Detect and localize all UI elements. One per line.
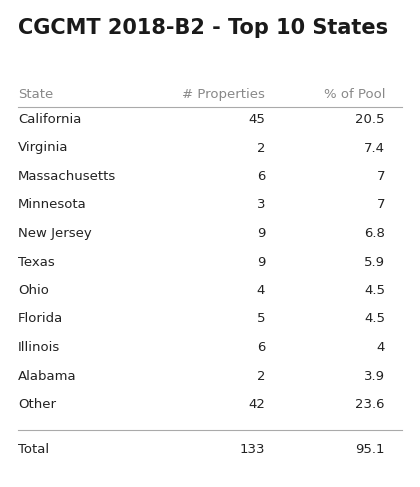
Text: 7: 7 <box>376 199 385 211</box>
Text: Virginia: Virginia <box>18 142 68 154</box>
Text: California: California <box>18 113 81 126</box>
Text: 23.6: 23.6 <box>355 398 385 411</box>
Text: 95.1: 95.1 <box>355 443 385 456</box>
Text: 4.5: 4.5 <box>364 313 385 325</box>
Text: CGCMT 2018-B2 - Top 10 States: CGCMT 2018-B2 - Top 10 States <box>18 18 388 38</box>
Text: 3: 3 <box>257 199 265 211</box>
Text: 4: 4 <box>377 341 385 354</box>
Text: Texas: Texas <box>18 256 55 268</box>
Text: % of Pool: % of Pool <box>323 88 385 101</box>
Text: New Jersey: New Jersey <box>18 227 92 240</box>
Text: Other: Other <box>18 398 56 411</box>
Text: Ohio: Ohio <box>18 284 49 297</box>
Text: 4.5: 4.5 <box>364 284 385 297</box>
Text: 7: 7 <box>376 170 385 183</box>
Text: State: State <box>18 88 53 101</box>
Text: # Properties: # Properties <box>182 88 265 101</box>
Text: 9: 9 <box>257 256 265 268</box>
Text: 4: 4 <box>257 284 265 297</box>
Text: 42: 42 <box>248 398 265 411</box>
Text: 20.5: 20.5 <box>355 113 385 126</box>
Text: 2: 2 <box>257 370 265 382</box>
Text: 3.9: 3.9 <box>364 370 385 382</box>
Text: 6: 6 <box>257 170 265 183</box>
Text: 5: 5 <box>257 313 265 325</box>
Text: Total: Total <box>18 443 49 456</box>
Text: Massachusetts: Massachusetts <box>18 170 116 183</box>
Text: Florida: Florida <box>18 313 63 325</box>
Text: 9: 9 <box>257 227 265 240</box>
Text: 5.9: 5.9 <box>364 256 385 268</box>
Text: Alabama: Alabama <box>18 370 76 382</box>
Text: 6: 6 <box>257 341 265 354</box>
Text: 45: 45 <box>248 113 265 126</box>
Text: 7.4: 7.4 <box>364 142 385 154</box>
Text: Minnesota: Minnesota <box>18 199 87 211</box>
Text: 2: 2 <box>257 142 265 154</box>
Text: Illinois: Illinois <box>18 341 60 354</box>
Text: 133: 133 <box>239 443 265 456</box>
Text: 6.8: 6.8 <box>364 227 385 240</box>
